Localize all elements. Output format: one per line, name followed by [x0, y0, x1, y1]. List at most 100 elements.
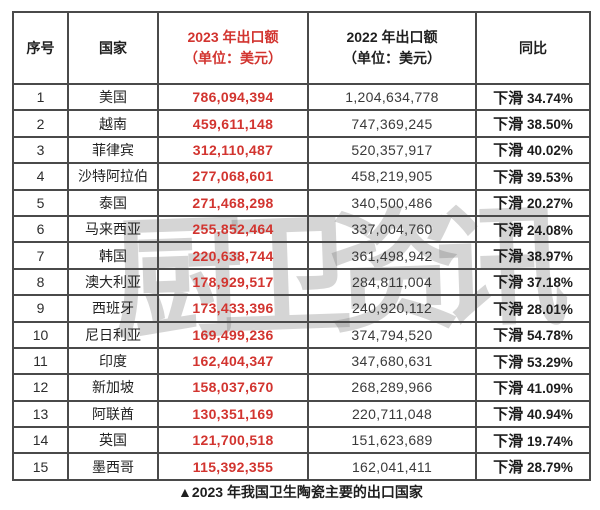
row-yoy: 下滑 24.08%	[475, 214, 591, 244]
row-export-2023: 255,852,464	[157, 214, 309, 244]
row-index: 8	[12, 267, 69, 297]
row-country: 墨西哥	[67, 452, 159, 481]
row-index: 5	[12, 188, 69, 217]
row-country: 西班牙	[67, 294, 159, 323]
row-export-2022: 151,623,689	[307, 426, 477, 455]
row-country: 美国	[67, 82, 159, 112]
row-index: 11	[12, 346, 69, 376]
row-yoy: 下滑 19.74%	[475, 426, 591, 455]
trend-percent: 19.74%	[527, 433, 573, 449]
row-country: 新加坡	[67, 373, 159, 402]
row-export-2022: 747,369,245	[307, 109, 477, 138]
row-export-2023: 162,404,347	[157, 346, 309, 376]
trend-percent: 28.01%	[527, 301, 573, 317]
header-index-label: 序号	[26, 39, 55, 56]
trend-label: 下滑	[493, 89, 524, 107]
trend-label: 下滑	[493, 379, 524, 397]
row-index: 2	[12, 109, 69, 138]
trend-percent: 41.09%	[527, 380, 573, 396]
row-export-2023: 220,638,744	[157, 241, 309, 270]
table-caption: ▲2023 年我国卫生陶瓷主要的出口国家	[178, 484, 423, 500]
row-index: 9	[12, 294, 69, 323]
table-row: 12 新加坡 158,037,670 268,289,966 下滑 41.09%	[12, 373, 591, 402]
row-yoy: 下滑 28.01%	[475, 294, 591, 323]
trend-percent: 24.08%	[527, 222, 573, 238]
header-2023-title: 2023 年出口额	[187, 29, 279, 45]
row-yoy: 下滑 28.79%	[475, 452, 591, 481]
row-country: 阿联酋	[67, 399, 159, 429]
row-export-2022: 220,711,048	[307, 399, 477, 429]
row-index: 4	[12, 162, 69, 191]
trend-percent: 38.97%	[527, 249, 573, 265]
trend-percent: 20.27%	[527, 196, 573, 212]
row-country: 马来西亚	[67, 214, 159, 244]
table-row: 2 越南 459,611,148 747,369,245 下滑 38.50%	[12, 109, 591, 138]
export-table: 序号 国家 2023 年出口额 （单位：美元） 2022 年出口额 （单位：美元…	[12, 11, 591, 481]
row-yoy: 下滑 37.18%	[475, 267, 591, 297]
row-yoy: 下滑 38.97%	[475, 241, 591, 270]
row-export-2022: 340,500,486	[307, 188, 477, 217]
table-row: 4 沙特阿拉伯 277,068,601 458,219,905 下滑 39.53%	[12, 162, 591, 191]
table-row: 3 菲律宾 312,110,487 520,357,917 下滑 40.02%	[12, 135, 591, 165]
row-yoy: 下滑 34.74%	[475, 82, 591, 112]
trend-label: 下滑	[493, 142, 524, 160]
row-index: 12	[12, 373, 69, 402]
trend-percent: 28.79%	[527, 460, 573, 476]
table-row: 9 西班牙 173,433,396 240,920,112 下滑 28.01%	[12, 294, 591, 323]
trend-label: 下滑	[493, 248, 524, 266]
row-yoy: 下滑 38.50%	[475, 109, 591, 138]
table-row: 7 韩国 220,638,744 361,498,942 下滑 38.97%	[12, 241, 591, 270]
header-row: 序号 国家 2023 年出口额 （单位：美元） 2022 年出口额 （单位：美元…	[12, 11, 591, 85]
header-country: 国家	[67, 11, 159, 85]
trend-label: 下滑	[493, 274, 524, 292]
row-yoy: 下滑 54.78%	[475, 320, 591, 349]
row-country: 泰国	[67, 188, 159, 217]
header-export-2023: 2023 年出口额 （单位：美元）	[157, 11, 309, 85]
trend-percent: 53.29%	[527, 354, 573, 370]
table-body: 1 美国 786,094,394 1,204,634,778 下滑 34.74% 2 越南 4…	[12, 82, 591, 481]
row-export-2023: 158,037,670	[157, 373, 309, 402]
row-yoy: 下滑 41.09%	[475, 373, 591, 402]
header-yoy-label: 同比	[519, 39, 547, 56]
row-index: 14	[12, 426, 69, 455]
header-2022-unit: （单位：美元）	[343, 50, 441, 66]
row-index: 6	[12, 214, 69, 244]
row-export-2022: 347,680,631	[307, 346, 477, 376]
row-yoy: 下滑 39.53%	[475, 162, 591, 191]
trend-label: 下滑	[493, 116, 524, 134]
trend-label: 下滑	[493, 221, 524, 239]
table-row: 8 澳大利亚 178,929,517 284,811,004 下滑 37.18%	[12, 267, 591, 297]
trend-percent: 39.53%	[527, 169, 573, 185]
header-index: 序号	[12, 11, 69, 85]
trend-percent: 54.78%	[527, 328, 573, 344]
row-export-2023: 115,392,355	[157, 452, 309, 481]
header-yoy: 同比	[475, 11, 591, 85]
row-export-2022: 162,041,411	[307, 452, 477, 481]
row-export-2022: 337,004,760	[307, 214, 477, 244]
header-2022-title: 2022 年出口额	[346, 29, 438, 45]
trend-percent: 34.74%	[527, 90, 573, 106]
row-country: 沙特阿拉伯	[67, 162, 159, 191]
row-export-2023: 271,468,298	[157, 188, 309, 217]
row-country: 印度	[67, 346, 159, 376]
trend-label: 下滑	[493, 406, 524, 424]
table-row: 13 阿联酋 130,351,169 220,711,048 下滑 40.94%	[12, 399, 591, 429]
trend-label: 下滑	[493, 432, 524, 450]
row-export-2023: 178,929,517	[157, 267, 309, 297]
row-export-2022: 361,498,942	[307, 241, 477, 270]
table-row: 6 马来西亚 255,852,464 337,004,760 下滑 24.08%	[12, 214, 591, 244]
table-row: 14 英国 121,700,518 151,623,689 下滑 19.74%	[12, 426, 591, 455]
trend-label: 下滑	[493, 459, 524, 477]
row-export-2023: 459,611,148	[157, 109, 309, 138]
row-export-2022: 268,289,966	[307, 373, 477, 402]
row-yoy: 下滑 20.27%	[475, 188, 591, 217]
row-export-2023: 173,433,396	[157, 294, 309, 323]
row-export-2023: 312,110,487	[157, 135, 309, 165]
row-country: 韩国	[67, 241, 159, 270]
table-row: 1 美国 786,094,394 1,204,634,778 下滑 34.74%	[12, 82, 591, 112]
row-country: 菲律宾	[67, 135, 159, 165]
row-export-2022: 284,811,004	[307, 267, 477, 297]
row-export-2023: 786,094,394	[157, 82, 309, 112]
trend-label: 下滑	[493, 300, 524, 318]
